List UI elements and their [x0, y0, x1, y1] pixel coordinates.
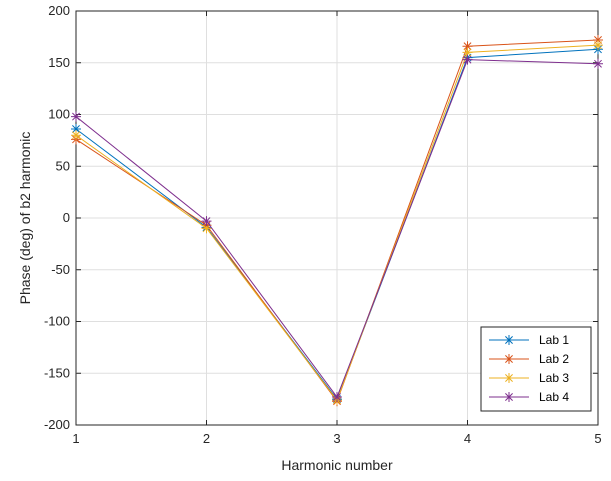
series-lab-3-point	[201, 223, 212, 234]
series-lab-4	[71, 54, 603, 403]
series-lab-3-point	[71, 130, 81, 141]
series-lab-4-point	[332, 392, 342, 403]
x-tick-label: 4	[464, 431, 471, 446]
x-tick-label: 1	[72, 431, 79, 446]
legend: Lab 1 Lab 2 Lab 3 Lab 4	[480, 326, 592, 412]
y-tick-label: 50	[56, 158, 70, 173]
y-tick-label: -150	[44, 365, 70, 380]
grid	[76, 11, 598, 425]
series-lab-2-point	[593, 34, 603, 45]
legend-item-lab-1: Lab 1	[489, 333, 569, 347]
series-lab-2-point	[462, 41, 473, 52]
asterisk-marker-path	[201, 216, 212, 227]
series-lab-4-point	[71, 111, 81, 122]
asterisk-marker-path	[462, 41, 473, 52]
legend-item-lab-3: Lab 3	[489, 371, 569, 385]
y-tick-label: 150	[48, 55, 70, 70]
legend-item-lab-4: Lab 4	[489, 390, 569, 404]
axis-ticks	[75, 10, 599, 426]
asterisk-marker-path	[593, 34, 603, 45]
y-tick-label: -100	[44, 314, 70, 329]
legend-item-lab-2-label: Lab 2	[539, 352, 569, 366]
y-tick-label: 200	[48, 3, 70, 18]
x-axis-label: Harmonic number	[281, 457, 393, 473]
legend-item-lab-2-marker	[504, 354, 514, 364]
series-lab-4-point	[201, 216, 212, 227]
y-axis-label: Phase (deg) of b2 harmonic	[17, 132, 33, 305]
legend-item-lab-1-label: Lab 1	[539, 333, 569, 347]
asterisk-marker-path	[71, 111, 81, 122]
x-tick-label: 2	[203, 431, 210, 446]
series-lab-3-point	[462, 47, 473, 58]
x-tick-label: 5	[594, 431, 601, 446]
asterisk-marker-path	[332, 392, 342, 403]
legend-item-lab-3-label: Lab 3	[539, 371, 569, 385]
asterisk-marker-path	[201, 223, 212, 234]
series-group	[71, 34, 603, 407]
asterisk-marker-path	[504, 373, 514, 383]
series-lab-4-point	[593, 58, 603, 69]
asterisk-marker-path	[593, 40, 603, 51]
y-tick-label: -50	[51, 262, 70, 277]
tick-labels: 1 2 3 4 5 -200 -150 -100 -50 0 50 100 150 200	[44, 3, 602, 446]
series-lab-4-point	[462, 54, 473, 65]
y-tick-label: -200	[44, 417, 70, 432]
asterisk-marker-path	[593, 58, 603, 69]
series-lab-3-point	[593, 40, 603, 51]
legend-item-lab-4-label: Lab 4	[539, 390, 569, 404]
asterisk-marker-path	[504, 392, 514, 402]
legend-item-lab-4-marker	[504, 392, 514, 402]
asterisk-marker-path	[504, 335, 514, 345]
legend-item-lab-1-marker	[504, 335, 514, 345]
series-lab-1-point	[71, 123, 81, 134]
asterisk-marker-path	[71, 123, 81, 134]
legend-item-lab-2: Lab 2	[489, 352, 569, 366]
asterisk-marker-path	[462, 47, 473, 58]
asterisk-marker-path	[71, 130, 81, 141]
y-tick-label: 100	[48, 107, 70, 122]
asterisk-marker-path	[504, 354, 514, 364]
asterisk-marker-path	[462, 54, 473, 65]
x-tick-label: 3	[333, 431, 340, 446]
legend-item-lab-3-marker	[504, 373, 514, 383]
y-tick-label: 0	[63, 210, 70, 225]
